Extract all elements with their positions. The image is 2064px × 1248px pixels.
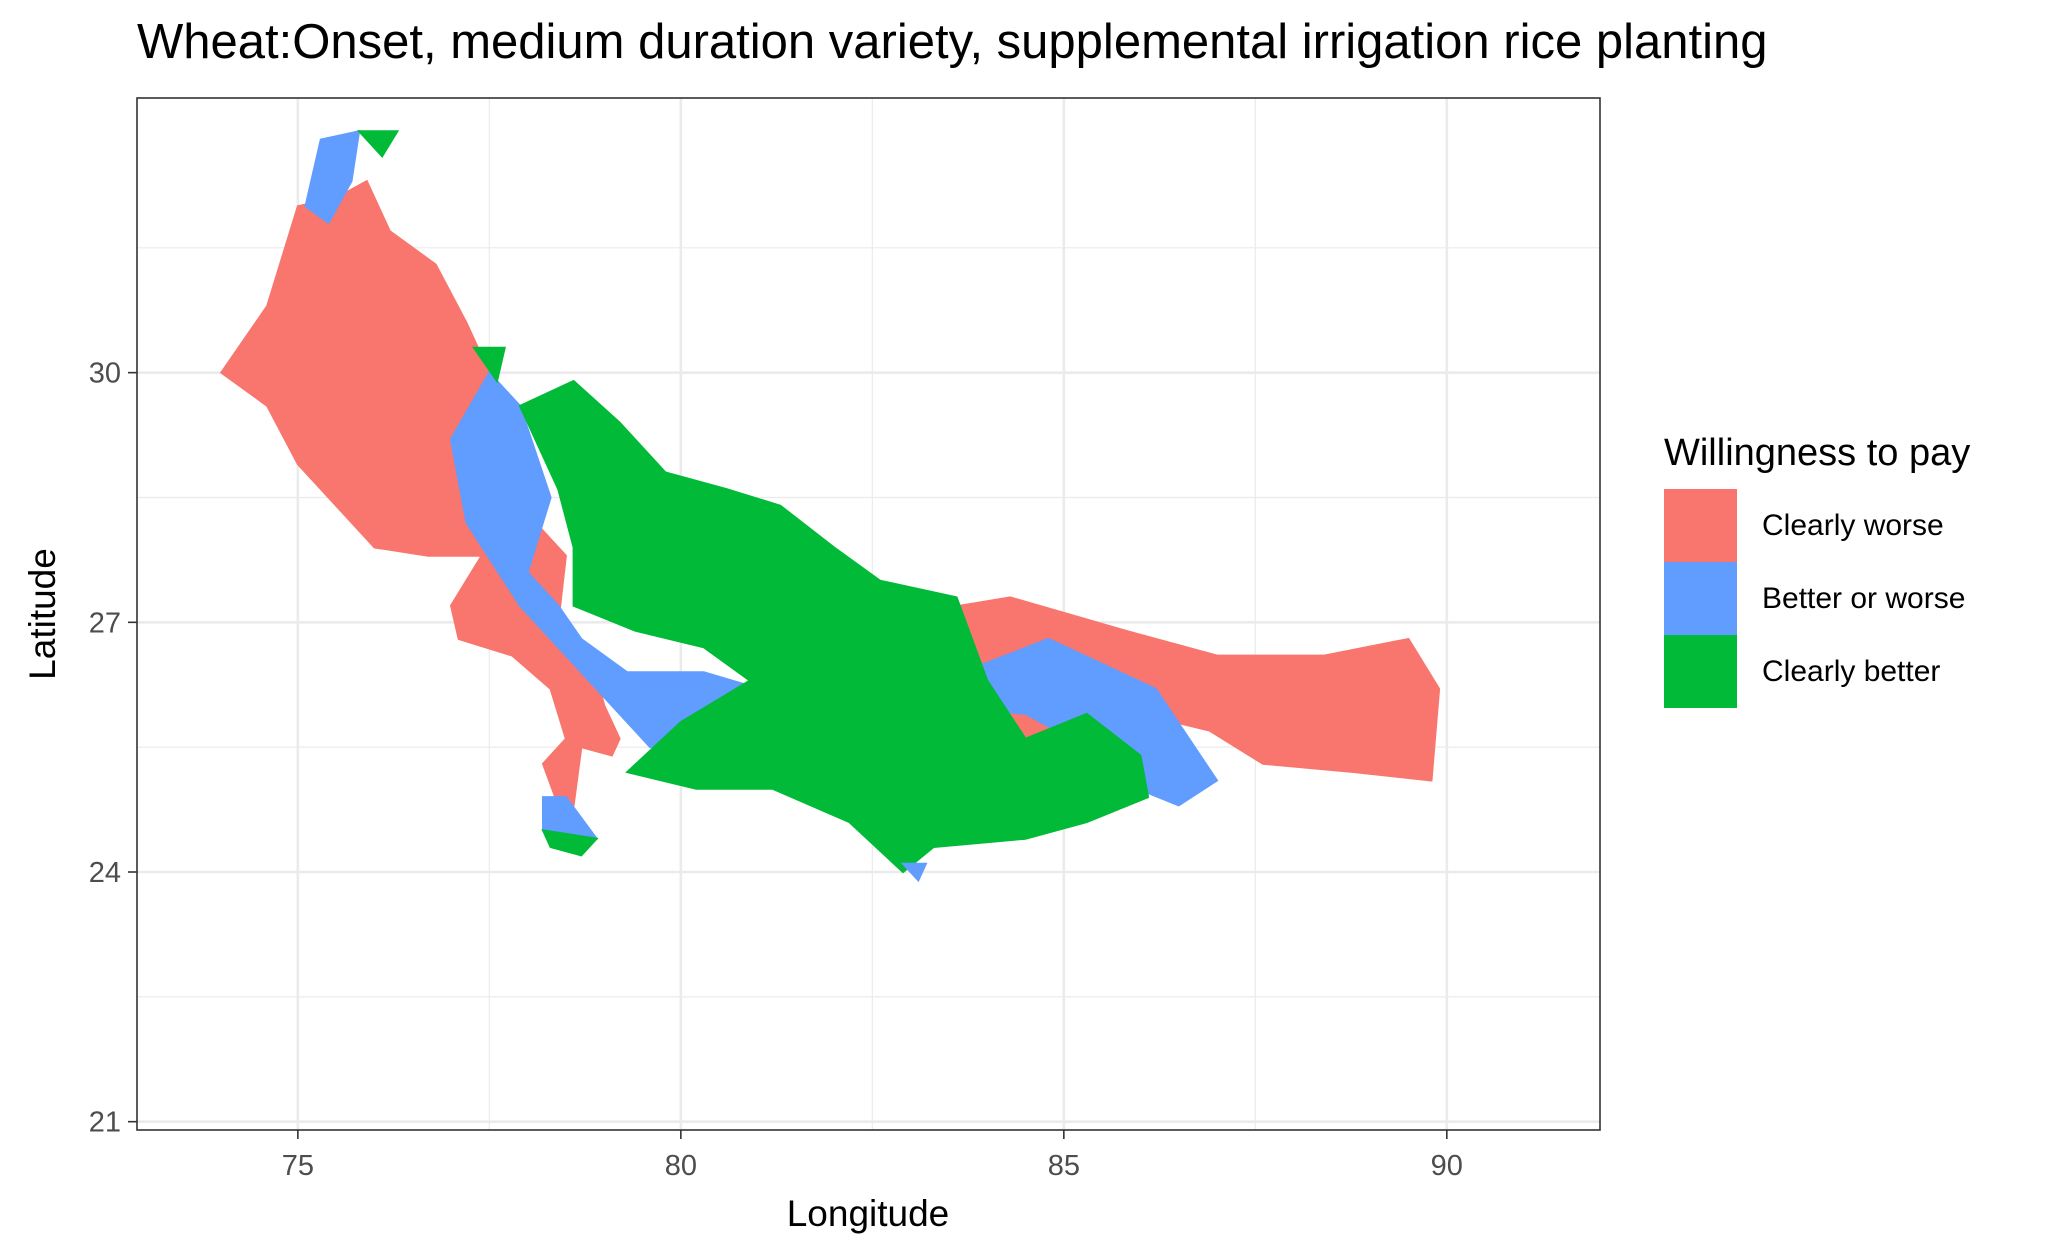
region-clearly-worse [219,179,621,807]
y-tick-label: 30 [89,358,121,390]
legend-item-clearly-better: Clearly better [1664,635,1970,708]
region-better-or-worse [449,370,1219,807]
y-tick-label: 27 [89,607,121,639]
legend-label-better-or-worse: Better or worse [1762,581,1966,615]
region-clearly-better [518,379,1150,874]
region-better-or-worse [900,862,928,883]
y-axis-title: Latitude [22,548,63,680]
legend-key-better-or-worse [1664,562,1737,635]
x-tick-label: 85 [1048,1150,1080,1182]
region-better-or-worse [304,130,361,225]
map-regions [219,130,1441,883]
y-axis-ticks: 21 24 27 30 [89,358,137,1139]
legend-key-clearly-worse [1664,489,1737,562]
legend-key-clearly-better [1664,635,1737,708]
region-clearly-better [472,346,506,384]
y-tick-label: 24 [89,857,121,889]
region-clearly-better [541,829,599,857]
x-tick-label: 75 [282,1150,314,1182]
legend-label-clearly-better: Clearly better [1762,654,1941,688]
y-tick-label: 21 [89,1107,121,1139]
legend-item-clearly-worse: Clearly worse [1664,489,1970,562]
x-tick-label: 90 [1431,1150,1463,1182]
region-clearly-better [356,130,400,158]
legend: Willingness to pay Clearly worse Better … [1664,432,1970,708]
x-axis-ticks: 75 80 85 90 [282,1130,1463,1182]
plot-panel-border [136,97,1601,1131]
chart-title: Wheat:Onset, medium duration variety, su… [137,15,1768,69]
legend-item-better-or-worse: Better or worse [1664,562,1970,635]
x-axis-title: Longitude [787,1193,950,1234]
legend-title: Willingness to pay [1664,432,1971,474]
x-tick-label: 80 [665,1150,697,1182]
legend-label-clearly-worse: Clearly worse [1762,508,1944,542]
